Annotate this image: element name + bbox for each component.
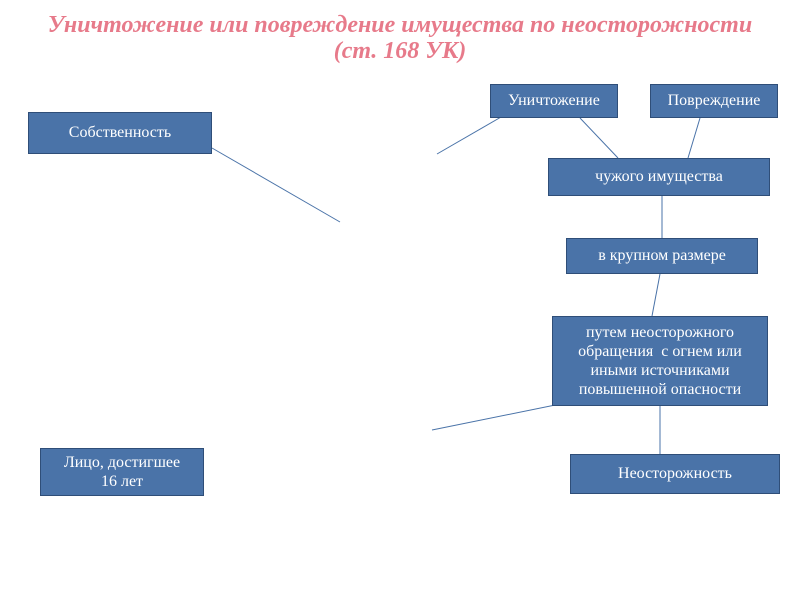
node-person: Лицо, достигшее 16 лет bbox=[40, 448, 204, 496]
node-damage: Повреждение bbox=[650, 84, 778, 118]
page-title-line1: Уничтожение или повреждение имущества по… bbox=[0, 12, 800, 39]
node-ownership: Собственность bbox=[28, 112, 212, 154]
node-method: путем неосторожного обращения с огнем ил… bbox=[552, 316, 768, 406]
diagram-canvas: Уничтожение или повреждение имущества по… bbox=[0, 0, 800, 600]
node-largescale: в крупном размере bbox=[566, 238, 758, 274]
node-destruction: Уничтожение bbox=[490, 84, 618, 118]
node-negligence: Неосторожность bbox=[570, 454, 780, 494]
page-title-line2: (ст. 168 УК) bbox=[0, 38, 800, 65]
node-property: чужого имущества bbox=[548, 158, 770, 196]
